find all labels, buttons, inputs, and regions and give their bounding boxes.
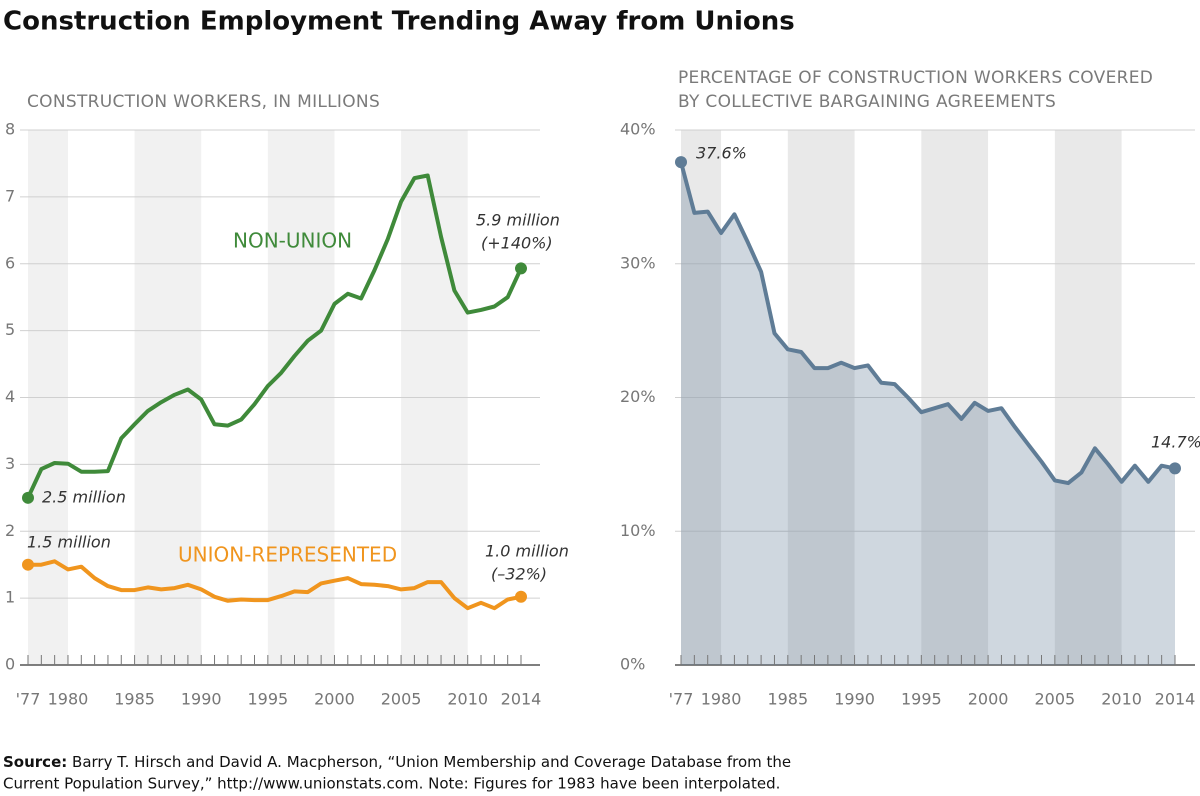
x-tick-label: 1990 [834, 690, 875, 709]
x-tick-label: 2005 [381, 690, 422, 709]
x-tick-label: 1985 [114, 690, 155, 709]
area-fill [681, 162, 1175, 665]
x-tick-label: 1980 [48, 690, 89, 709]
annotation: 2.5 million [42, 488, 126, 507]
x-tick-label: 2014 [501, 690, 542, 709]
series-label: UNION-REPRESENTED [178, 543, 397, 567]
y-tick-label: 3 [5, 454, 15, 473]
source-text: Current Population Survey,” http://www.u… [3, 775, 780, 793]
annotation: 37.6% [696, 144, 747, 163]
y-tick-label: 20% [620, 387, 656, 406]
y-tick-label: 8 [5, 120, 15, 139]
end-point [675, 156, 687, 169]
y-tick-label: 0% [620, 655, 645, 674]
y-tick-label: 30% [620, 253, 656, 272]
x-tick-label: 1995 [247, 690, 288, 709]
y-tick-label: 0 [5, 655, 15, 674]
x-tick-label: 2014 [1155, 690, 1196, 709]
source-text: Barry T. Hirsch and David A. Macpherson,… [72, 753, 791, 771]
x-tick-label: 1980 [701, 690, 742, 709]
annotation: (–32%) [491, 565, 547, 584]
line [28, 559, 522, 611]
y-tick-label: 5 [5, 320, 15, 339]
x-tick-label: 1985 [767, 690, 808, 709]
annotation: 1.5 million [27, 533, 111, 552]
x-tick-label: '77 [669, 690, 694, 709]
chart-title: CONSTRUCTION WORKERS, IN MILLIONS [27, 92, 380, 112]
chart-title: BY COLLECTIVE BARGAINING AGREEMENTS [678, 92, 1056, 112]
source: Source: Barry T. Hirsch and David A. Mac… [3, 753, 791, 771]
annotation: 14.7% [1151, 433, 1200, 452]
end-point [22, 491, 34, 504]
x-tick-label: 2010 [447, 690, 488, 709]
y-tick-label: 4 [5, 387, 15, 406]
series-label: NON-UNION [233, 229, 352, 253]
x-tick-label: 2010 [1101, 690, 1142, 709]
line [679, 161, 1176, 486]
y-tick-label: 1 [5, 588, 15, 607]
y-tick-label: 10% [620, 521, 656, 540]
chart-title: PERCENTAGE OF CONSTRUCTION WORKERS COVER… [678, 68, 1153, 88]
figure-title: Construction Employment Trending Away fr… [3, 7, 795, 37]
y-tick-label: 7 [5, 186, 15, 205]
annotation: (+140%) [481, 234, 553, 253]
end-point [1169, 462, 1181, 475]
annotation: 1.0 million [485, 542, 569, 561]
x-tick-label: 2000 [314, 690, 355, 709]
end-point [515, 590, 527, 603]
x-tick-label: '77 [16, 690, 41, 709]
x-tick-label: 1990 [181, 690, 222, 709]
y-tick-label: 6 [5, 253, 15, 272]
y-tick-label: 2 [5, 521, 15, 540]
line [26, 173, 523, 499]
x-tick-label: 2000 [968, 690, 1009, 709]
end-point [22, 558, 34, 571]
x-tick-label: 2005 [1034, 690, 1075, 709]
source-label: Source: [3, 753, 67, 771]
x-tick-label: 1995 [901, 690, 942, 709]
y-tick-label: 40% [620, 120, 656, 139]
annotation: 5.9 million [476, 211, 560, 230]
end-point [515, 262, 527, 275]
